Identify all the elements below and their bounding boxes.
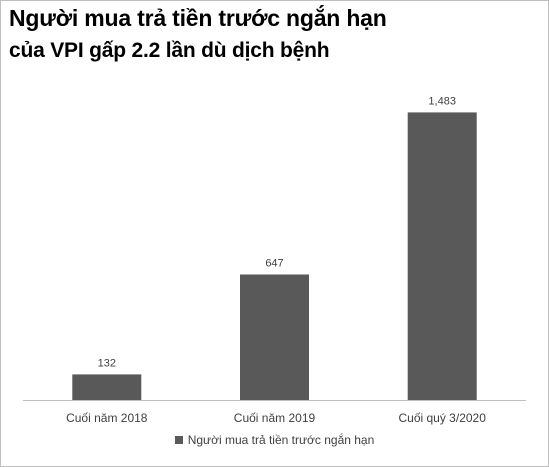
legend-swatch (174, 436, 183, 444)
data-label: 1,483 (428, 95, 456, 107)
bar (72, 374, 142, 400)
chart-plot-area: 132 Cuối năm 2018 647 Cuối năm 2019 1,483 Cuố… (23, 95, 526, 425)
bar (240, 274, 309, 400)
data-label: 132 (98, 357, 116, 369)
legend-label: Người mua trả tiền trước ngắn hạn (187, 433, 375, 447)
bar (407, 112, 477, 401)
chart-subtitle: của VPI gấp 2.2 lần dù dịch bệnh (9, 39, 330, 62)
x-tick-label: Cuối quý 3/2020 (398, 411, 486, 425)
chart-legend: Người mua trả tiền trước ngắn hạn (1, 433, 548, 447)
data-label: 647 (265, 258, 283, 270)
chart-title: Người mua trả tiền trước ngắn hạn (9, 5, 387, 31)
x-tick-label: Cuối năm 2019 (234, 411, 316, 425)
x-tick-label: Cuối năm 2018 (66, 411, 148, 425)
